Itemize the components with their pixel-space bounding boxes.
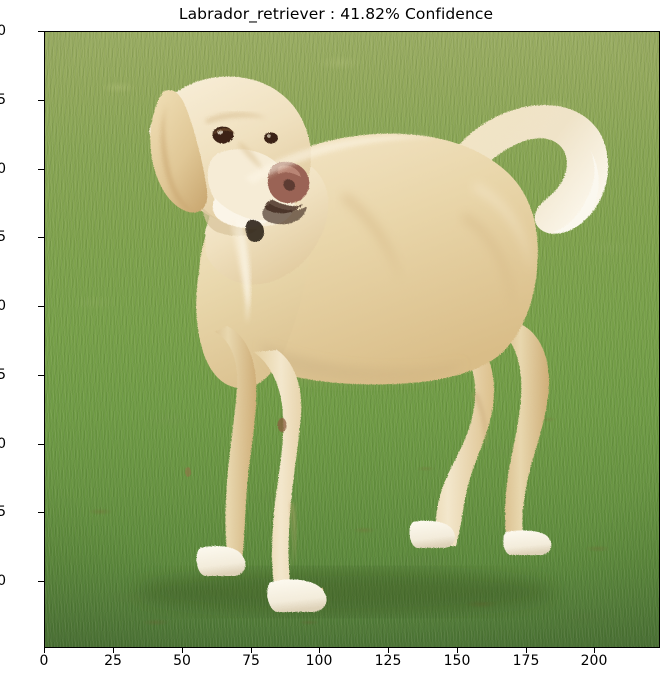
- dog-leg-marking: [185, 467, 191, 477]
- dog-tail: [450, 104, 609, 234]
- x-tick-mark: [319, 647, 320, 653]
- y-tick-mark: [38, 444, 44, 445]
- x-tick-mark: [182, 647, 183, 653]
- dog-stop-shading: [238, 142, 263, 170]
- x-tick-mark: [113, 647, 114, 653]
- dog-front-paw-near: [267, 579, 327, 612]
- x-tick-mark: [526, 647, 527, 653]
- x-tick-mark: [388, 647, 389, 653]
- y-tick-mark: [38, 375, 44, 376]
- dog-jaw-dark: [262, 204, 307, 225]
- dog-eye-far: [264, 132, 278, 144]
- dog-ear-shadow: [161, 104, 193, 211]
- dog-nostril: [283, 179, 295, 191]
- dog-body-group: [149, 76, 609, 612]
- dog-hind-paw-near: [409, 520, 456, 548]
- dog-front-leg-far: [205, 326, 257, 572]
- dog-tail-white-tip: [553, 150, 599, 233]
- dog-photograph: [45, 32, 659, 647]
- dog-hind-leg-far: [497, 322, 550, 553]
- image-axes: [44, 31, 660, 648]
- dog-hock-shadow: [473, 392, 487, 448]
- y-tick-mark: [38, 306, 44, 307]
- dog-topline-highlight: [245, 136, 435, 184]
- dog-pastern-shadow: [289, 502, 296, 568]
- x-tick-mark: [457, 647, 458, 653]
- dog-chest-white: [237, 220, 251, 324]
- dog-eye-far-highlight: [267, 134, 271, 138]
- dog-hindquarter-highlight: [473, 182, 531, 274]
- dog-brow-shading: [205, 112, 267, 124]
- dog-eye-near-rim: [212, 128, 235, 136]
- x-tick-mark: [251, 647, 252, 653]
- x-tick-mark: [44, 647, 45, 653]
- dog-front-paw-far: [196, 546, 246, 576]
- dog-hind-leg-near: [417, 331, 495, 546]
- y-tick-mark: [38, 100, 44, 101]
- y-tick-mark: [38, 169, 44, 170]
- dog-belly-marking: [277, 418, 287, 432]
- dog-belly-shadow: [260, 342, 465, 388]
- dog-collar-tag: [245, 219, 264, 242]
- dog-nose-highlight: [277, 165, 301, 177]
- y-tick-mark: [38, 237, 44, 238]
- y-tick-mark: [38, 512, 44, 513]
- dog-flank-shading: [341, 192, 401, 282]
- y-tick-mark: [38, 581, 44, 582]
- dog-hind-paw-far: [503, 530, 552, 555]
- dog-front-leg-near: [253, 350, 323, 606]
- x-tick-mark: [594, 647, 595, 653]
- dog-illustration: [135, 76, 609, 614]
- figure-title: Labrador_retriever : 41.82% Confidence: [178, 5, 494, 23]
- y-tick-mark: [38, 31, 44, 32]
- labrador-retriever-dog: [45, 32, 659, 647]
- dog-ground-shadow: [135, 570, 555, 614]
- dog-rear-thigh-shading: [461, 212, 514, 312]
- dog-muzzle-underside: [212, 198, 269, 228]
